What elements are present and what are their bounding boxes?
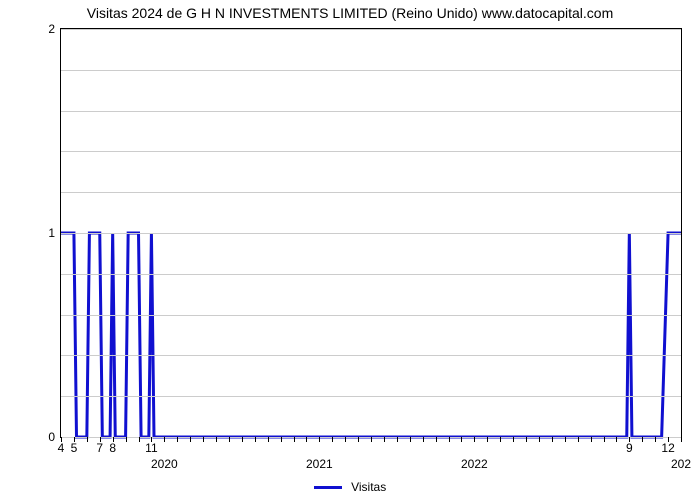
x-year-label: 2020 [151, 457, 178, 471]
chart: Visitas 2024 de G H N INVESTMENTS LIMITE… [0, 0, 700, 500]
plot-area: 012457811912202020212022202 [60, 28, 682, 438]
x-year-label: 202 [671, 457, 691, 471]
legend-label: Visitas [351, 480, 386, 494]
y-tick-label: 2 [48, 22, 55, 36]
x-year-label: 2021 [306, 457, 333, 471]
y-tick-label: 0 [48, 430, 55, 444]
x-tick-label: 5 [71, 441, 78, 455]
legend-swatch [314, 486, 342, 489]
legend: Visitas [0, 480, 700, 494]
x-tick-label: 8 [109, 441, 116, 455]
y-tick-label: 1 [48, 226, 55, 240]
chart-title: Visitas 2024 de G H N INVESTMENTS LIMITE… [0, 5, 700, 21]
x-tick-label: 11 [145, 441, 157, 455]
x-tick-label: 9 [626, 441, 633, 455]
x-tick-label: 7 [96, 441, 103, 455]
x-tick-label: 4 [58, 441, 65, 455]
x-tick-label: 12 [661, 441, 674, 455]
x-year-label: 2022 [461, 457, 488, 471]
